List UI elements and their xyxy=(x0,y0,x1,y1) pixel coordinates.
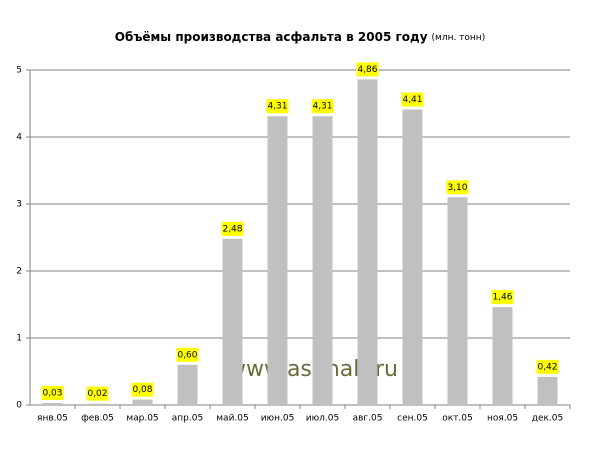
y-tick-label: 5 xyxy=(16,66,22,76)
bar xyxy=(222,238,243,405)
value-label-bg xyxy=(401,92,424,107)
x-tick-label: янв.05 xyxy=(37,414,68,424)
y-tick-label: 1 xyxy=(16,334,22,344)
value-label: 4,31 xyxy=(267,102,287,112)
value-label-bg xyxy=(356,62,379,77)
bar xyxy=(402,109,423,405)
x-tick-label: фев.05 xyxy=(81,414,114,424)
value-label-bg xyxy=(221,221,244,236)
bar xyxy=(87,403,108,405)
value-label: 4,31 xyxy=(312,102,332,112)
bar xyxy=(537,376,558,405)
chart-title-line: Объёмы производства асфальта в 2005 году… xyxy=(115,30,485,44)
value-label-bg xyxy=(446,180,469,195)
value-label-bg xyxy=(41,385,64,400)
y-tick-label: 0 xyxy=(16,401,22,411)
value-label-bg xyxy=(131,382,154,397)
value-label: 0,03 xyxy=(42,388,62,398)
value-label: 1,46 xyxy=(492,293,512,303)
value-label: 0,02 xyxy=(87,389,107,399)
bar xyxy=(267,116,288,405)
chart-subtitle: (млн. тонн) xyxy=(432,33,486,43)
value-label: 4,41 xyxy=(402,95,422,105)
bar xyxy=(42,402,63,405)
bar xyxy=(132,399,153,405)
x-tick-label: ноя.05 xyxy=(487,414,518,424)
value-label: 2,48 xyxy=(222,224,242,234)
bar xyxy=(312,116,333,405)
bar xyxy=(492,307,513,405)
x-tick-label: июн.05 xyxy=(261,414,295,424)
x-tick-label: авг.05 xyxy=(353,414,383,424)
chart-title: Объёмы производства асфальта в 2005 году xyxy=(115,30,428,44)
x-tick-label: май.05 xyxy=(216,414,248,424)
value-label: 4,86 xyxy=(357,65,377,75)
x-tick-label: июл.05 xyxy=(306,414,340,424)
value-label-bg xyxy=(86,386,109,401)
value-label: 0,08 xyxy=(132,385,152,395)
x-tick-label: дек.05 xyxy=(532,414,564,424)
value-label: 0,60 xyxy=(177,350,197,360)
bar xyxy=(357,79,378,405)
value-label: 3,10 xyxy=(447,183,467,193)
value-label-bg xyxy=(491,290,514,305)
value-label-bg xyxy=(176,347,199,362)
x-tick-label: апр.05 xyxy=(172,414,203,424)
bar xyxy=(447,197,468,405)
x-tick-label: окт.05 xyxy=(442,414,473,424)
x-tick-label: мар.05 xyxy=(126,414,158,424)
bar xyxy=(177,364,198,405)
y-tick-label: 2 xyxy=(16,267,22,277)
value-label-bg xyxy=(311,99,334,114)
value-label-bg xyxy=(266,99,289,114)
x-tick-label: сен.05 xyxy=(397,414,428,424)
value-label: 0,42 xyxy=(537,362,557,372)
value-label-bg xyxy=(536,359,559,374)
y-tick-label: 3 xyxy=(16,200,22,210)
y-tick-label: 4 xyxy=(16,133,22,143)
